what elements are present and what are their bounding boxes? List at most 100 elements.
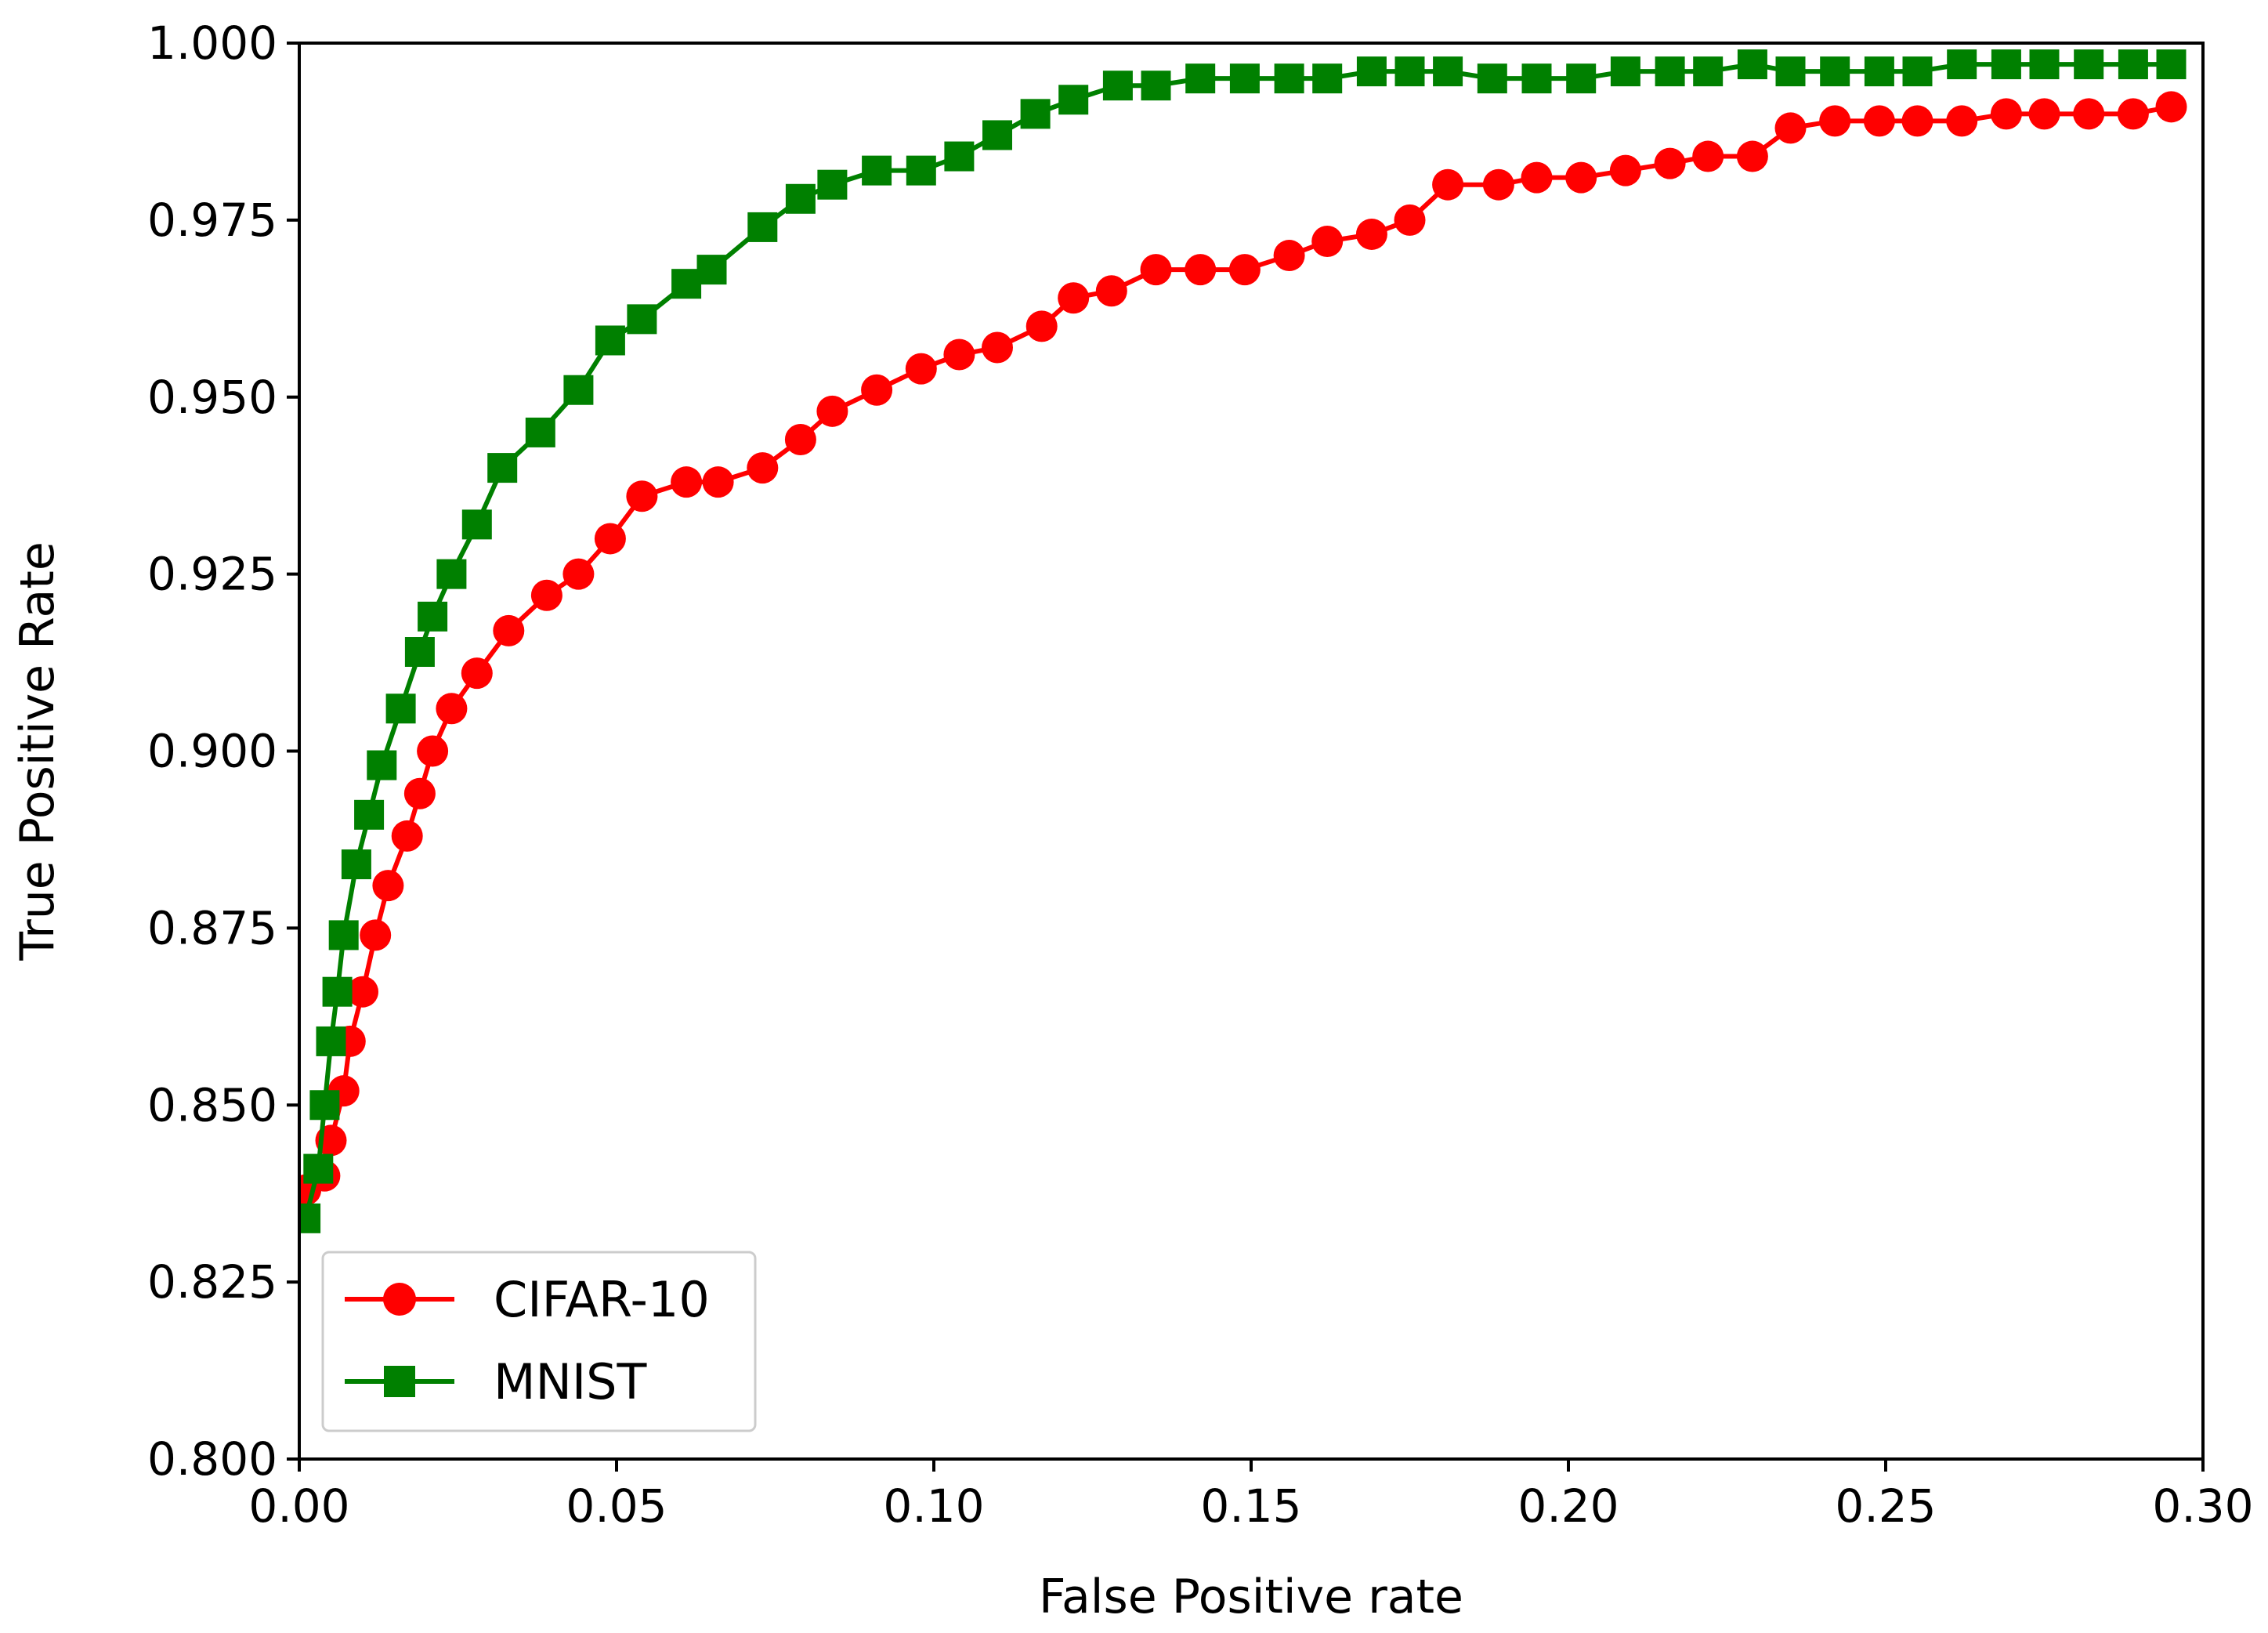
x-tick-label: 0.00 [248,1479,349,1533]
data-point-mnist [1394,56,1425,87]
data-point-cifar-10 [1355,218,1387,250]
data-point-mnist [1185,63,1216,94]
x-tick-label: 0.15 [1200,1479,1301,1533]
data-point-mnist [367,750,397,780]
data-point-mnist [627,304,657,335]
series-cifar-10 [299,91,2187,1206]
data-point-cifar-10 [562,558,595,590]
data-point-cifar-10 [626,480,658,512]
y-tick-label: 0.850 [147,1078,277,1132]
x-axis-title: False Positive rate [1039,1570,1463,1624]
data-point-mnist [1693,56,1724,87]
data-point-mnist [418,601,448,632]
data-point-mnist [747,212,778,242]
data-point-cifar-10 [372,870,404,902]
data-point-mnist [1737,49,1767,80]
data-point-mnist [982,120,1012,150]
data-point-cifar-10 [1432,168,1464,201]
data-point-cifar-10 [493,614,525,646]
series-line-mnist [303,62,2172,1219]
data-point-mnist [436,559,467,589]
data-point-mnist [1820,56,1850,87]
data-point-cifar-10 [360,919,392,951]
y-tick-label: 0.950 [147,371,277,424]
data-point-mnist [1141,71,1171,101]
legend-item-mnist: MNIST [345,1353,648,1410]
data-point-cifar-10 [1025,310,1058,342]
data-point-mnist [2156,49,2187,80]
data-point-cifar-10 [1819,105,1851,137]
data-point-mnist [309,1090,340,1121]
data-point-cifar-10 [1990,98,2022,130]
y-ticks: 0.800 0.825 0.850 0.875 0.900 0.925 0.950 0.975… [147,16,299,1486]
data-point-mnist [2118,49,2148,80]
plot-layer [299,49,2187,1233]
data-point-cifar-10 [1946,105,1978,137]
data-point-mnist [671,269,702,299]
data-point-cifar-10 [905,353,937,385]
data-point-mnist [316,1026,346,1056]
data-point-mnist [1991,49,2021,80]
data-point-mnist [1902,56,1933,87]
data-point-cifar-10 [982,331,1013,364]
y-tick-label: 0.975 [147,194,277,247]
data-point-cifar-10 [747,452,779,484]
data-point-mnist [1433,56,1463,87]
data-point-cifar-10 [784,423,816,455]
data-point-cifar-10 [702,466,734,498]
data-point-cifar-10 [417,735,449,767]
legend-items: CIFAR-10 MNIST [345,1271,710,1410]
data-point-mnist [785,183,816,214]
y-tick-label: 0.825 [147,1255,277,1309]
data-point-mnist [1775,56,1806,87]
data-point-cifar-10 [2117,98,2149,130]
y-tick-label: 0.800 [147,1432,277,1486]
x-tick-label: 0.20 [1517,1479,1619,1533]
data-point-mnist [341,849,371,880]
data-point-cifar-10 [1692,140,1724,172]
data-point-cifar-10 [671,466,703,498]
data-point-cifar-10 [1394,204,1426,236]
data-point-mnist [328,920,359,950]
y-tick-label: 0.875 [147,901,277,954]
data-point-cifar-10 [1482,168,1514,201]
data-point-mnist [1477,63,1507,94]
data-point-mnist [461,509,492,540]
data-point-cifar-10 [461,657,493,690]
x-tick-label: 0.05 [566,1479,667,1533]
data-point-cifar-10 [2028,98,2060,130]
legend-marker-mnist [384,1366,415,1397]
data-point-cifar-10 [1774,112,1807,144]
data-point-mnist [385,693,416,724]
data-point-cifar-10 [530,579,562,611]
data-point-mnist [2029,49,2060,80]
data-point-mnist [1229,63,1260,94]
data-point-cifar-10 [1521,161,1553,194]
y-tick-label: 0.900 [147,725,277,778]
data-point-cifar-10 [347,976,378,1008]
data-point-cifar-10 [403,777,436,809]
data-point-mnist [1566,63,1597,94]
data-point-cifar-10 [1654,147,1686,179]
data-point-mnist [563,375,594,405]
data-point-cifar-10 [1058,282,1090,314]
data-point-cifar-10 [816,395,848,427]
data-point-cifar-10 [391,820,423,852]
data-point-cifar-10 [1185,254,1217,286]
data-point-cifar-10 [436,693,468,725]
legend-label-cifar-10: CIFAR-10 [494,1271,710,1328]
data-point-mnist [525,417,555,447]
data-point-mnist [862,155,892,186]
data-point-mnist [404,637,435,668]
data-point-mnist [1274,63,1304,94]
data-point-mnist [817,169,848,200]
data-point-mnist [1312,63,1343,94]
data-point-mnist [1058,85,1089,115]
data-point-mnist [1864,56,1894,87]
data-point-mnist [354,799,385,830]
data-point-mnist [944,141,975,172]
data-point-mnist [1521,63,1552,94]
data-point-mnist [1356,56,1387,87]
data-point-mnist [1102,71,1133,101]
